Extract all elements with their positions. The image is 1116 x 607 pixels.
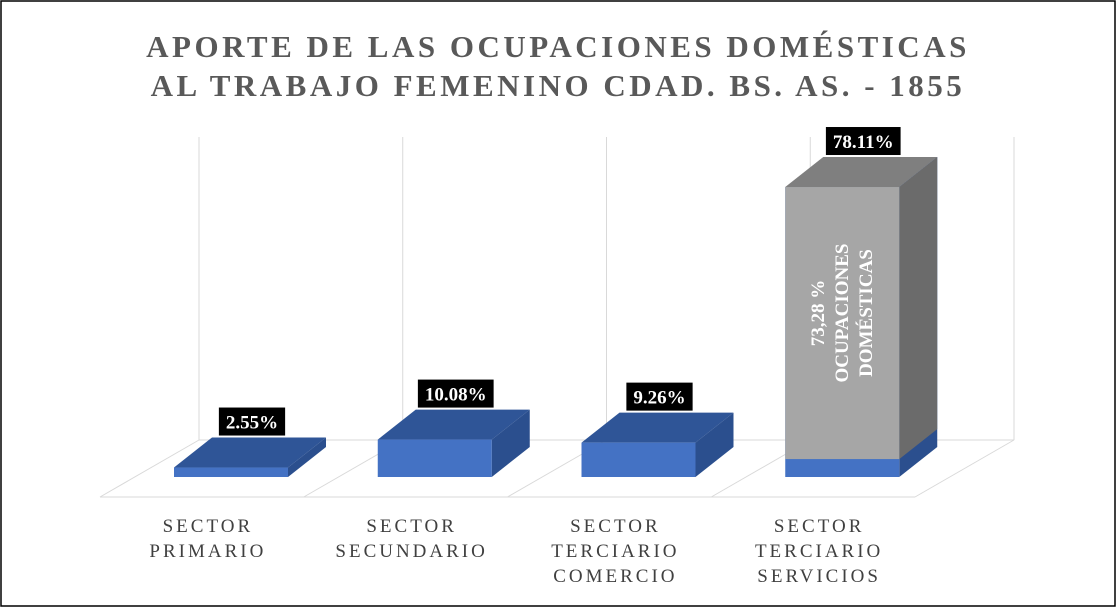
floor-line (914, 439, 1015, 498)
bar-side (695, 412, 734, 477)
bar-front (581, 442, 696, 477)
segment-front (785, 187, 900, 460)
data-label: 10.08% (425, 385, 487, 406)
x-tick-label: PRIMARIO (149, 541, 266, 562)
data-label-box (825, 127, 901, 156)
bar-side (491, 409, 530, 477)
data-label: 2.55% (226, 413, 278, 434)
data-label-box (218, 407, 286, 436)
x-tick-label: SERVICIOS (757, 566, 881, 587)
data-label-box (417, 379, 494, 408)
bar-top (174, 437, 326, 468)
x-tick-label: TERCIARIO (755, 541, 883, 562)
data-label: 9.26% (633, 388, 685, 409)
bar-top (581, 412, 734, 443)
bar-top (377, 409, 530, 440)
bar (174, 437, 326, 477)
x-tick-label: TERCIARIO (551, 541, 679, 562)
data-label: 78.11% (833, 132, 894, 153)
bar (581, 412, 734, 477)
x-tick-label: SECTOR (774, 516, 865, 537)
x-tick-label: SECUNDARIO (335, 541, 487, 562)
annotation: OCUPACIONES (832, 244, 853, 383)
bar-segment (785, 157, 938, 460)
x-tick-label: SECTOR (163, 516, 254, 537)
x-tick-label: SECTOR (366, 516, 457, 537)
bar-top (785, 157, 938, 188)
x-tick-label: SECTOR (570, 516, 661, 537)
bar-side (288, 437, 326, 477)
bar (377, 409, 530, 477)
annotation: 73,28 % (808, 280, 829, 347)
floor-line (99, 439, 200, 498)
chart-title: AL TRABAJO FEMENINO CDAD. BS. AS. - 1855 (151, 68, 966, 103)
bar-front (377, 439, 492, 477)
data-label-box (626, 382, 693, 411)
x-tick-label: COMERCIO (553, 566, 677, 587)
annotation: DOMÉSTICAS (855, 249, 877, 377)
chart-title: APORTE DE LAS OCUPACIONES DOMÉSTICAS (146, 29, 970, 64)
segment-side (899, 157, 938, 460)
bar-front (174, 467, 288, 477)
